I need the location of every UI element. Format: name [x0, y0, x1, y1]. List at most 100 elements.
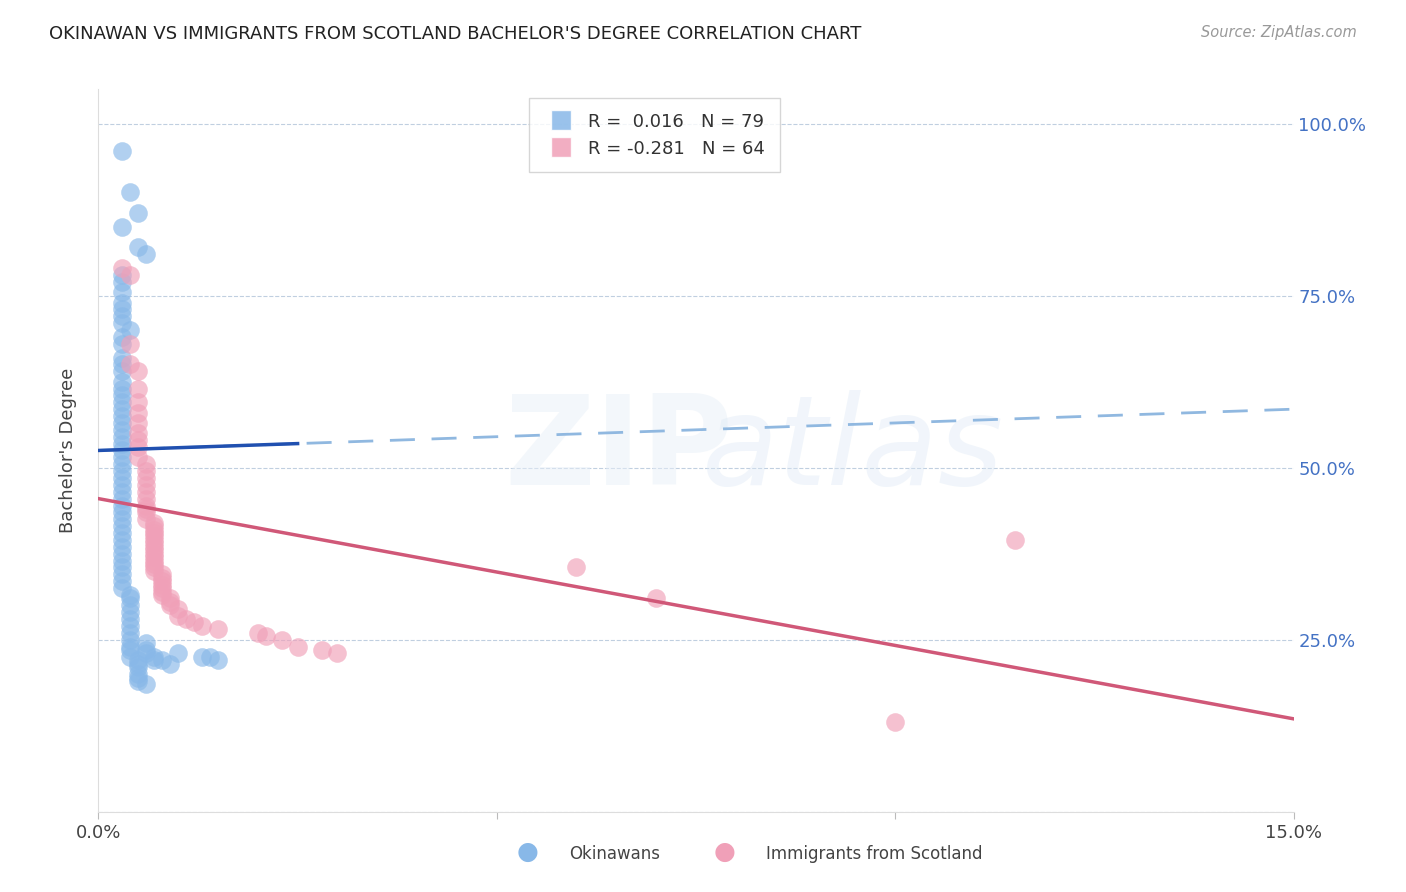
Point	[143, 649, 166, 664]
Point	[111, 395, 134, 409]
Point	[127, 450, 149, 465]
Point	[135, 643, 157, 657]
Point	[111, 364, 134, 378]
Point	[120, 336, 142, 351]
Point	[167, 601, 190, 615]
Point	[311, 643, 333, 657]
Text: atlas: atlas	[702, 390, 1004, 511]
Point	[111, 285, 134, 300]
Point	[111, 430, 134, 444]
Point	[246, 625, 269, 640]
Text: ●: ●	[516, 839, 538, 863]
Point	[143, 564, 166, 578]
Point	[150, 653, 173, 667]
Point	[135, 636, 157, 650]
Point	[111, 505, 134, 519]
Point	[143, 519, 166, 533]
Point	[127, 657, 149, 671]
Point	[111, 533, 134, 547]
Point	[565, 560, 588, 574]
Point	[111, 330, 134, 344]
Point	[111, 388, 134, 402]
Point	[143, 536, 166, 550]
Point	[127, 667, 149, 681]
Point	[287, 640, 309, 654]
Point	[135, 247, 157, 261]
Text: Immigrants from Scotland: Immigrants from Scotland	[766, 846, 983, 863]
Point	[143, 553, 166, 567]
Point	[111, 436, 134, 450]
Text: ●: ●	[713, 839, 735, 863]
Point	[111, 351, 134, 365]
Point	[143, 653, 166, 667]
Point	[143, 547, 166, 561]
Text: Source: ZipAtlas.com: Source: ZipAtlas.com	[1201, 25, 1357, 40]
Point	[111, 553, 134, 567]
Point	[127, 426, 149, 441]
Point	[120, 619, 142, 633]
Point	[159, 657, 181, 671]
Point	[127, 364, 149, 378]
Point	[159, 599, 181, 613]
Point	[127, 382, 149, 396]
Point	[150, 577, 173, 591]
Point	[111, 382, 134, 396]
Point	[174, 612, 197, 626]
Point	[127, 660, 149, 674]
Point	[135, 499, 157, 513]
Point	[167, 608, 190, 623]
Point	[135, 478, 157, 492]
Point	[143, 529, 166, 543]
Point	[120, 591, 142, 606]
Point	[143, 516, 166, 530]
Point	[111, 540, 134, 554]
Point	[135, 677, 157, 691]
Point	[111, 443, 134, 458]
Point	[159, 595, 181, 609]
Point	[111, 358, 134, 372]
Point	[183, 615, 205, 630]
Point	[111, 457, 134, 471]
Point	[111, 275, 134, 289]
Point	[143, 543, 166, 558]
Point	[135, 471, 157, 485]
Point	[111, 268, 134, 282]
Point	[111, 219, 134, 234]
Text: ZIP: ZIP	[505, 390, 734, 511]
Text: OKINAWAN VS IMMIGRANTS FROM SCOTLAND BACHELOR'S DEGREE CORRELATION CHART: OKINAWAN VS IMMIGRANTS FROM SCOTLAND BAC…	[49, 25, 862, 43]
Point	[120, 643, 142, 657]
Point	[159, 591, 181, 606]
Point	[150, 574, 173, 589]
Legend: R =  0.016   N = 79, R = -0.281   N = 64: R = 0.016 N = 79, R = -0.281 N = 64	[529, 98, 779, 172]
Point	[111, 478, 134, 492]
Point	[111, 144, 134, 158]
Point	[120, 640, 142, 654]
Point	[120, 632, 142, 647]
Point	[111, 581, 134, 595]
Text: Okinawans: Okinawans	[569, 846, 661, 863]
Point	[120, 649, 142, 664]
Point	[167, 647, 190, 661]
Point	[111, 302, 134, 317]
Point	[127, 671, 149, 685]
Point	[135, 457, 157, 471]
Point	[143, 526, 166, 541]
Point	[127, 395, 149, 409]
Point	[127, 406, 149, 420]
Point	[111, 471, 134, 485]
Point	[326, 647, 349, 661]
Point	[111, 464, 134, 478]
Point	[111, 336, 134, 351]
Point	[127, 433, 149, 447]
Point	[150, 588, 173, 602]
Point	[254, 629, 277, 643]
Point	[135, 464, 157, 478]
Point	[111, 574, 134, 589]
Point	[207, 623, 229, 637]
Point	[120, 588, 142, 602]
Point	[111, 491, 134, 506]
Point	[143, 533, 166, 547]
Point	[111, 423, 134, 437]
Point	[111, 499, 134, 513]
Point	[120, 186, 142, 200]
